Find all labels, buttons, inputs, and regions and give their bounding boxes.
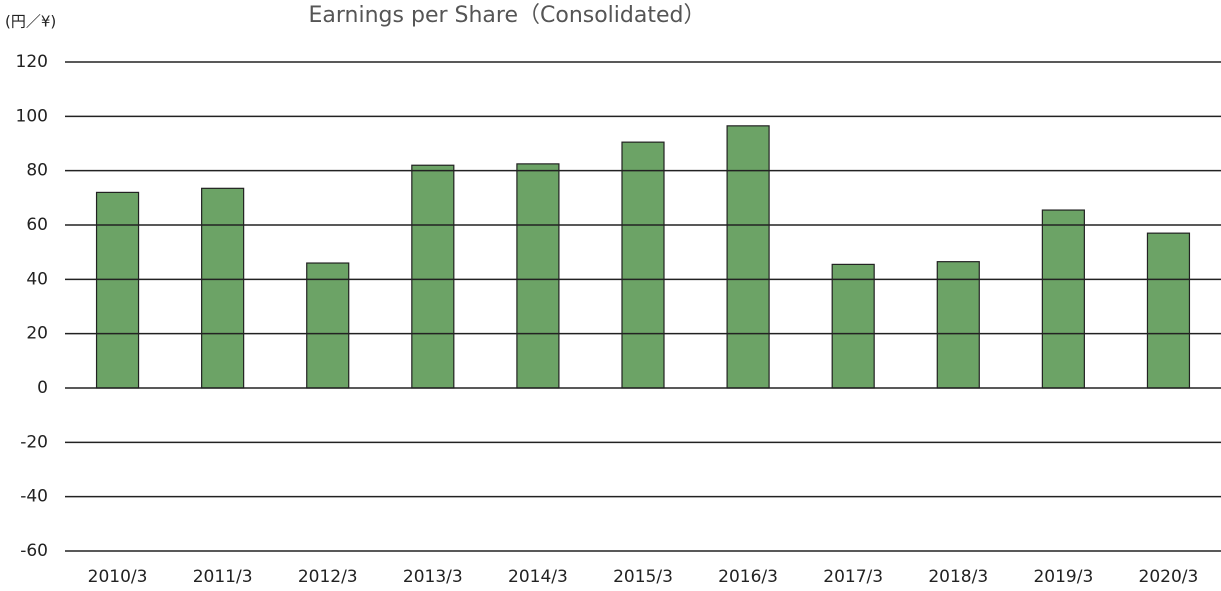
- bar: [936, 261, 980, 389]
- y-tick-label: 20: [26, 324, 48, 344]
- x-tick-label: 2015/3: [613, 567, 673, 587]
- x-tick-label: 2013/3: [403, 567, 463, 587]
- bar: [411, 164, 455, 389]
- bar: [621, 141, 665, 389]
- bar: [1041, 209, 1085, 389]
- x-tick-label: 2011/3: [193, 567, 253, 587]
- x-tick-label: 2012/3: [298, 567, 358, 587]
- bar: [831, 263, 875, 389]
- y-tick-label: 100: [16, 106, 48, 126]
- chart-title: Earnings per Share（Consolidated）: [309, 3, 706, 28]
- bar: [306, 262, 350, 389]
- y-tick-label: -40: [20, 487, 48, 507]
- y-tick-label: 120: [16, 52, 48, 72]
- bar: [95, 191, 140, 389]
- x-tick-label: 2018/3: [928, 567, 988, 587]
- bar: [1146, 232, 1191, 389]
- y-tick-label: 0: [37, 378, 48, 398]
- x-tick-label: 2020/3: [1139, 567, 1199, 587]
- x-tick-label: 2019/3: [1033, 567, 1093, 587]
- x-tick-label: 2010/3: [88, 567, 148, 587]
- y-tick-label: -20: [20, 432, 48, 452]
- y-axis-label: (円／¥): [5, 13, 56, 31]
- x-tick-label: 2014/3: [508, 567, 568, 587]
- bar: [516, 163, 560, 389]
- y-tick-label: 80: [26, 161, 48, 181]
- bar: [726, 125, 770, 389]
- bar: [201, 187, 245, 389]
- y-tick-label: -60: [20, 541, 48, 561]
- y-tick-label: 40: [26, 269, 48, 289]
- x-tick-label: 2017/3: [823, 567, 883, 587]
- y-tick-label: 60: [26, 215, 48, 235]
- x-tick-label: 2016/3: [718, 567, 778, 587]
